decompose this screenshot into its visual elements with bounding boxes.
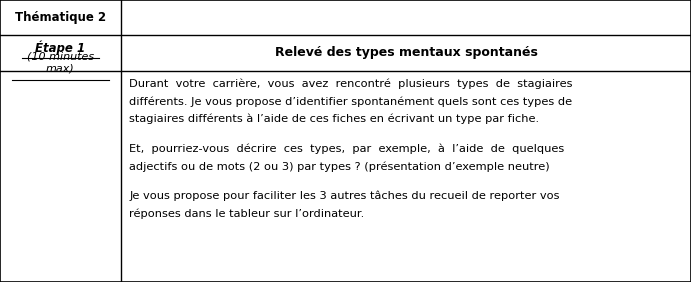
Text: différents. Je vous propose d’identifier spontanément quels sont ces types de: différents. Je vous propose d’identifier…: [129, 96, 572, 107]
Text: Thématique 2: Thématique 2: [15, 11, 106, 24]
Text: Relevé des types mentaux spontanés: Relevé des types mentaux spontanés: [274, 46, 538, 60]
Text: stagiaires différents à l’aide de ces fiches en écrivant un type par fiche.: stagiaires différents à l’aide de ces fi…: [129, 114, 540, 124]
Text: Je vous propose pour faciliter les 3 autres tâches du recueil de reporter vos: Je vous propose pour faciliter les 3 aut…: [129, 191, 560, 201]
Text: Étape 1: Étape 1: [35, 40, 86, 55]
Text: Et,  pourriez-vous  décrire  ces  types,  par  exemple,  à  l’aide  de  quelques: Et, pourriez-vous décrire ces types, par…: [129, 144, 565, 154]
Text: Durant  votre  carrière,  vous  avez  rencontré  plusieurs  types  de  stagiaire: Durant votre carrière, vous avez rencont…: [129, 79, 573, 89]
Text: réponses dans le tableur sur l’ordinateur.: réponses dans le tableur sur l’ordinateu…: [129, 208, 364, 219]
Text: adjectifs ou de mots (2 ou 3) par types ? (présentation d’exemple neutre): adjectifs ou de mots (2 ou 3) par types …: [129, 161, 550, 172]
Text: (10 minutes
max): (10 minutes max): [27, 52, 94, 74]
